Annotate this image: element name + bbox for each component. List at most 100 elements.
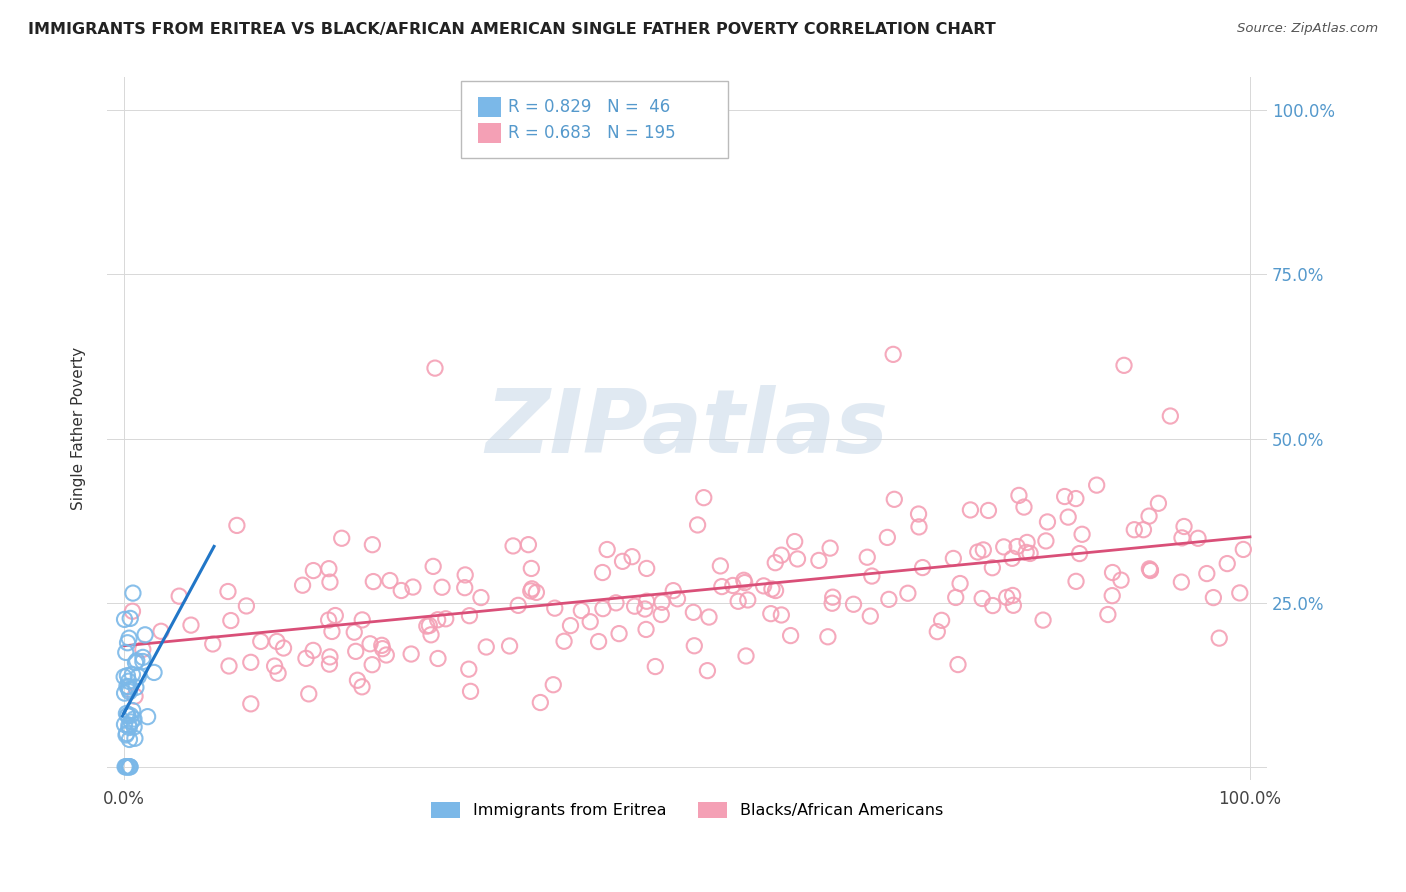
- Point: [1012, 500, 1035, 514]
- Point: [959, 503, 981, 517]
- Point: [842, 597, 865, 611]
- Point: [821, 596, 844, 610]
- Point: [520, 561, 543, 575]
- Point: [907, 507, 929, 521]
- Point: [122, 586, 145, 600]
- Point: [779, 629, 801, 643]
- Point: [1036, 515, 1059, 529]
- Point: [636, 561, 658, 575]
- Point: [124, 656, 146, 670]
- Point: [860, 569, 883, 583]
- Point: [361, 657, 384, 672]
- Point: [1015, 545, 1038, 559]
- Point: [592, 601, 614, 615]
- Point: [1187, 531, 1209, 545]
- Point: [418, 618, 440, 632]
- Point: [150, 624, 173, 639]
- Point: [1008, 488, 1031, 502]
- Point: [1139, 564, 1161, 578]
- Point: [371, 638, 394, 652]
- Point: [1064, 491, 1087, 506]
- Point: [520, 582, 543, 596]
- Point: [529, 696, 551, 710]
- Point: [323, 608, 346, 623]
- Point: [1035, 533, 1057, 548]
- Point: [118, 732, 141, 747]
- Point: [470, 591, 492, 605]
- Point: [457, 662, 479, 676]
- Point: [117, 708, 139, 723]
- Point: [623, 599, 645, 614]
- Point: [124, 731, 146, 746]
- Point: [120, 760, 142, 774]
- Point: [821, 590, 844, 604]
- Point: [115, 679, 138, 693]
- Point: [817, 630, 839, 644]
- Point: [683, 639, 706, 653]
- FancyBboxPatch shape: [478, 123, 502, 143]
- Point: [114, 612, 136, 626]
- Point: [524, 585, 547, 599]
- Point: [553, 634, 575, 648]
- Point: [1229, 586, 1251, 600]
- Point: [118, 684, 141, 698]
- Point: [931, 613, 953, 627]
- Point: [371, 641, 394, 656]
- Point: [132, 650, 155, 665]
- Point: [752, 579, 775, 593]
- Point: [219, 614, 242, 628]
- Point: [911, 560, 934, 574]
- Point: [1032, 613, 1054, 627]
- Point: [239, 656, 262, 670]
- Point: [709, 558, 731, 573]
- Point: [579, 615, 602, 629]
- Point: [298, 687, 321, 701]
- Point: [120, 611, 142, 625]
- Text: IMMIGRANTS FROM ERITREA VS BLACK/AFRICAN AMERICAN SINGLE FATHER POVERTY CORRELAT: IMMIGRANTS FROM ERITREA VS BLACK/AFRICAN…: [28, 22, 995, 37]
- Point: [120, 708, 142, 723]
- Point: [686, 517, 709, 532]
- Point: [117, 760, 139, 774]
- Point: [118, 682, 141, 697]
- Point: [1232, 542, 1254, 557]
- Point: [118, 631, 141, 645]
- Point: [882, 347, 904, 361]
- Point: [972, 542, 994, 557]
- Point: [783, 534, 806, 549]
- Point: [634, 602, 657, 616]
- Point: [125, 654, 148, 668]
- Point: [859, 609, 882, 624]
- Point: [596, 542, 619, 557]
- Point: [132, 642, 155, 657]
- Point: [651, 595, 673, 609]
- Point: [856, 550, 879, 565]
- Point: [318, 657, 340, 672]
- Point: [218, 659, 240, 673]
- Point: [1085, 478, 1108, 492]
- Point: [115, 760, 138, 774]
- Point: [981, 599, 1004, 613]
- Point: [143, 665, 166, 680]
- Point: [112, 670, 135, 684]
- Point: [427, 651, 450, 665]
- Point: [966, 545, 988, 559]
- Point: [352, 613, 374, 627]
- Legend: Immigrants from Eritrea, Blacks/African Americans: Immigrants from Eritrea, Blacks/African …: [425, 796, 949, 825]
- Point: [422, 559, 444, 574]
- Point: [115, 706, 138, 721]
- Y-axis label: Single Father Poverty: Single Father Poverty: [72, 347, 86, 510]
- Point: [697, 610, 720, 624]
- Text: R = 0.683   N = 195: R = 0.683 N = 195: [509, 124, 676, 142]
- Point: [118, 760, 141, 774]
- Point: [117, 680, 139, 694]
- Point: [807, 553, 830, 567]
- Point: [1216, 557, 1239, 571]
- Point: [1137, 509, 1160, 524]
- Point: [127, 669, 149, 683]
- Point: [1069, 547, 1091, 561]
- Point: [266, 634, 288, 648]
- Point: [693, 491, 716, 505]
- Point: [318, 613, 340, 627]
- Point: [1053, 490, 1076, 504]
- Point: [605, 596, 627, 610]
